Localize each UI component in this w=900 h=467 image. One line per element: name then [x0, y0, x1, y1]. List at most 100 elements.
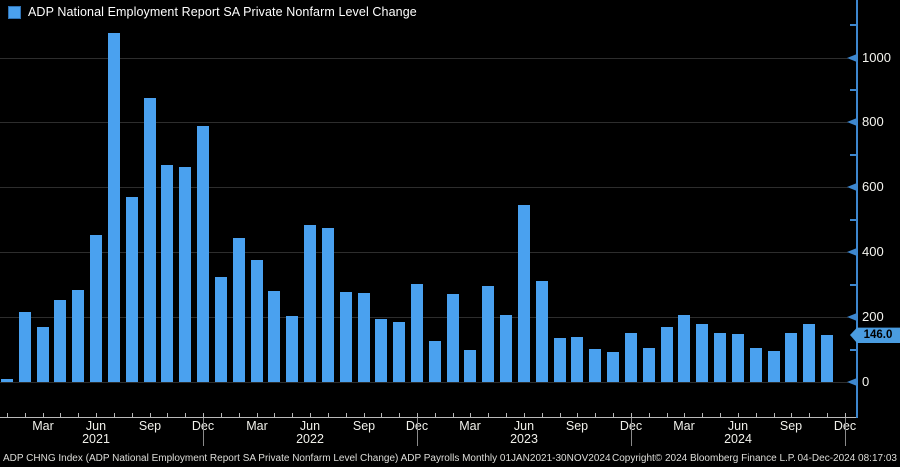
x-axis-month-tick — [328, 413, 329, 417]
bar-aug-2021 — [126, 197, 138, 382]
bar-jan-2024 — [643, 348, 655, 382]
x-axis-month-tick — [78, 413, 79, 417]
y-axis-minor-tick-100 — [850, 349, 857, 351]
bar-oct-2021 — [161, 165, 173, 382]
y-axis-minor-tick-1100 — [850, 24, 857, 26]
x-axis-month-tick — [560, 413, 561, 417]
x-axis-month-tick — [114, 413, 115, 417]
bar-jul-2023 — [536, 281, 548, 382]
x-axis-month-tick — [667, 413, 668, 417]
bar-oct-2022 — [375, 319, 387, 382]
bar-apr-2022 — [268, 291, 280, 382]
bar-dec-2022 — [411, 284, 423, 382]
x-axis-month-tick — [203, 413, 204, 417]
y-axis-minor-tick-500 — [850, 219, 857, 221]
y-axis-line — [856, 0, 858, 418]
bar-jan-2021 — [1, 379, 13, 382]
x-axis-year-separator — [203, 418, 204, 446]
x-axis-month-label-dec-11: Dec — [181, 419, 225, 433]
x-axis-month-tick — [417, 413, 418, 417]
chart-title: ADP National Employment Report SA Privat… — [28, 5, 417, 19]
x-axis-month-tick — [577, 413, 578, 417]
y-axis-tick-arrow-1000 — [847, 54, 857, 62]
bar-jun-2021 — [90, 235, 102, 382]
x-axis-month-label-dec-47: Dec — [823, 419, 867, 433]
bar-jun-2023 — [518, 205, 530, 382]
x-axis-month-tick — [488, 413, 489, 417]
bar-apr-2024 — [696, 324, 708, 382]
y-axis-label-400: 400 — [862, 244, 884, 259]
bar-mar-2023 — [464, 350, 476, 382]
footer-timestamp: 04-Dec-2024 08:17:03 — [797, 453, 897, 464]
x-axis-month-tick — [845, 413, 846, 417]
x-axis-month-tick — [809, 413, 810, 417]
x-axis-month-label-sep-20: Sep — [352, 419, 376, 433]
x-axis-year-label-2024: 2024 — [724, 432, 752, 446]
x-axis-month-tick — [221, 413, 222, 417]
x-axis-month-tick — [631, 413, 632, 417]
x-axis-year-label-2022: 2022 — [296, 432, 324, 446]
x-axis-month-tick — [470, 413, 471, 417]
y-axis-tick-arrow-800 — [847, 118, 857, 126]
x-axis-month-tick — [684, 413, 685, 417]
x-axis-month-tick — [399, 413, 400, 417]
x-axis-month-tick — [292, 413, 293, 417]
x-axis-month-label-mar-38: Mar — [673, 419, 695, 433]
bar-dec-2021 — [197, 126, 209, 382]
bar-nov-2022 — [393, 322, 405, 382]
x-axis-month-tick — [310, 413, 311, 417]
x-axis-month-tick — [774, 413, 775, 417]
y-axis-label-0: 0 — [862, 374, 870, 389]
gridline-400 — [0, 252, 848, 253]
bar-apr-2023 — [482, 286, 494, 382]
bar-oct-2023 — [589, 349, 601, 382]
x-axis-month-tick — [185, 413, 186, 417]
bar-feb-2023 — [447, 294, 459, 382]
x-axis-year-label-2021: 2021 — [82, 432, 110, 446]
x-axis-month-label-jun-41: Jun — [727, 419, 749, 433]
x-axis-month-tick — [595, 413, 596, 417]
bar-nov-2024 — [821, 335, 833, 382]
x-axis-month-tick — [435, 413, 436, 417]
footer-security-description: ADP CHNG Index (ADP National Employment … — [3, 453, 611, 464]
y-axis-label-600: 600 — [862, 179, 884, 194]
y-axis-label-800: 800 — [862, 114, 884, 129]
x-axis-month-tick — [25, 413, 26, 417]
gridline-800 — [0, 122, 848, 123]
bar-may-2023 — [500, 315, 512, 382]
x-axis-month-tick — [524, 413, 525, 417]
y-axis-tick-arrow-0 — [847, 378, 857, 386]
bar-jan-2022 — [215, 277, 227, 382]
bar-jul-2021 — [108, 33, 120, 382]
bar-jul-2024 — [750, 348, 762, 382]
x-axis-month-label-mar-26: Mar — [459, 419, 481, 433]
bar-aug-2022 — [340, 292, 352, 382]
bar-mar-2021 — [37, 327, 49, 382]
bar-apr-2021 — [54, 300, 66, 382]
last-value-badge: 146.0 — [850, 327, 900, 343]
bar-aug-2024 — [768, 351, 780, 382]
x-axis-month-tick — [542, 413, 543, 417]
x-axis-year-label-2023: 2023 — [510, 432, 538, 446]
y-axis-label-200: 200 — [862, 309, 884, 324]
x-axis-month-tick — [506, 413, 507, 417]
bar-oct-2024 — [803, 324, 815, 382]
bar-feb-2024 — [661, 327, 673, 382]
x-axis-month-label-mar-2: Mar — [32, 419, 54, 433]
bar-jan-2023 — [429, 341, 441, 382]
x-axis-line — [0, 417, 858, 418]
plot-area[interactable]: 0 200 400 600 800 1000 Mar Jun Sep Dec Mar Jun Sep De… — [0, 0, 900, 450]
x-axis-month-tick — [613, 413, 614, 417]
bar-nov-2023 — [607, 352, 619, 382]
x-axis-month-tick — [60, 413, 61, 417]
y-axis-tick-arrow-200 — [847, 313, 857, 321]
x-axis-month-tick — [257, 413, 258, 417]
x-axis-month-tick — [239, 413, 240, 417]
x-axis-month-tick — [791, 413, 792, 417]
x-axis-month-label-sep-44: Sep — [779, 419, 803, 433]
bar-may-2024 — [714, 333, 726, 382]
bar-sep-2023 — [571, 337, 583, 382]
x-axis-month-tick — [132, 413, 133, 417]
bar-jun-2022 — [304, 225, 316, 382]
x-axis-month-tick — [43, 413, 44, 417]
